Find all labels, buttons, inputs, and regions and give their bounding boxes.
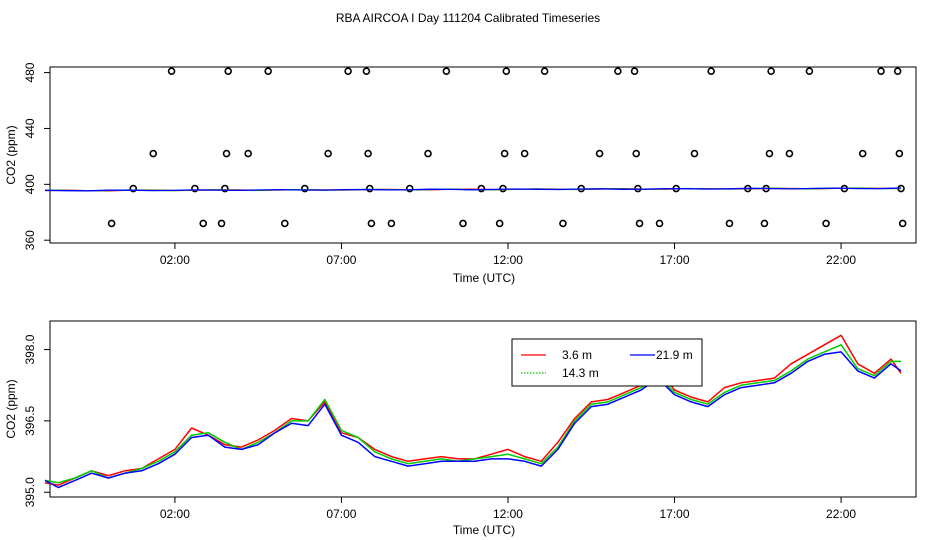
- top-scatter-point-49: [767, 67, 775, 75]
- top-x-tick-label-3: 17:00: [660, 253, 690, 267]
- top-scatter-point-35: [614, 67, 622, 75]
- bottom-x-tick-label-2: 12:00: [493, 507, 523, 521]
- top-scatter-point-11: [264, 67, 272, 75]
- legend: 3.6 m 21.9 m 14.3 m: [511, 338, 703, 387]
- legend-label-3-6m: 3.6 m: [562, 348, 592, 362]
- top-scatter-point-13: [301, 184, 309, 193]
- top-y-tick-label-0: 360: [23, 230, 37, 250]
- top-scatter-point-51: [805, 67, 814, 75]
- top-scatter-point-31: [540, 67, 549, 75]
- top-x-tick-label-1: 07:00: [326, 253, 356, 267]
- top-scatter-point-44: [725, 219, 734, 228]
- legend-label-21-9m: 21.9 m: [656, 348, 693, 362]
- bottom-y-tick-label-0: 395.0: [23, 477, 37, 507]
- top-scatter-points: [107, 67, 907, 228]
- top-scatter-point-36: [630, 67, 639, 75]
- top-scatter-point-9: [221, 184, 229, 193]
- bottom-x-axis-label: Time (UTC): [453, 523, 515, 537]
- top-scatter-point-10: [244, 149, 252, 158]
- top-scatter-point-5: [199, 219, 208, 228]
- bottom-plot-frame: [49, 320, 917, 498]
- top-scatter-point-0: [107, 219, 116, 228]
- top-scatter-point-21: [405, 184, 414, 193]
- top-x-tick-label-4: 22:00: [826, 253, 856, 267]
- bottom-y-axis-label: CO2 (ppm): [4, 379, 18, 438]
- top-scatter-point-16: [362, 67, 371, 75]
- top-scatter-point-48: [765, 149, 774, 158]
- top-scatter-point-27: [499, 184, 507, 193]
- top-plot-frame: [49, 66, 917, 244]
- top-scatter-point-15: [344, 67, 352, 75]
- top-scatter-point-42: [690, 149, 699, 158]
- top-scatter-point-2: [149, 149, 158, 158]
- top-panel-scatter: 02:00 07:00 12:00 17:00 22:00 360 400 440 480 T…: [4, 62, 917, 285]
- bottom-series-lines: [44, 334, 902, 489]
- top-scatter-point-56: [893, 67, 902, 75]
- top-scatter-point-8: [224, 67, 232, 75]
- top-scatter-point-32: [559, 219, 567, 228]
- top-scatter-point-30: [520, 149, 529, 158]
- bottom-x-tick-label-1: 07:00: [326, 507, 356, 521]
- top-scatter-point-20: [387, 219, 396, 228]
- bottom-x-tick-label-3: 17:00: [660, 507, 690, 521]
- bottom-series-line-3-6-m: [44, 334, 902, 486]
- top-y-axis-label: CO2 (ppm): [4, 125, 18, 184]
- bottom-panel-line: 02:00 07:00 12:00 17:00 22:00 395.0 396.5 398.…: [4, 320, 917, 537]
- top-scatter-point-50: [785, 149, 794, 158]
- top-scatter-point-6: [217, 219, 226, 228]
- top-y-axis: 360 400 440 480: [23, 62, 50, 250]
- legend-box: [511, 338, 703, 387]
- top-series-line-2: [44, 187, 902, 192]
- top-scatter-point-17: [364, 149, 372, 158]
- top-scatter-point-54: [858, 149, 867, 158]
- bottom-y-axis: 395.0 396.5 398.0: [23, 334, 50, 507]
- top-y-tick-label-1: 400: [23, 174, 37, 194]
- top-scatter-point-1: [129, 184, 138, 193]
- top-x-tick-label-2: 12:00: [493, 253, 523, 267]
- top-scatter-point-57: [895, 149, 904, 158]
- top-series-lines: [44, 187, 902, 192]
- top-x-axis: 02:00 07:00 12:00 17:00 22:00: [160, 243, 856, 267]
- top-scatter-point-14: [324, 149, 332, 158]
- top-scatter-point-34: [595, 149, 604, 158]
- top-scatter-point-55: [877, 67, 885, 75]
- bottom-x-tick-label-0: 02:00: [160, 507, 190, 521]
- top-x-tick-label-0: 02:00: [160, 253, 190, 267]
- top-scatter-point-43: [707, 67, 715, 75]
- bottom-series-line-21-9-m: [44, 351, 902, 489]
- top-scatter-point-24: [459, 219, 467, 228]
- legend-label-14-3m: 14.3 m: [562, 366, 599, 380]
- top-scatter-point-18: [365, 184, 374, 193]
- top-y-tick-label-2: 440: [23, 118, 37, 138]
- bottom-y-tick-label-1: 396.5: [23, 406, 37, 436]
- top-scatter-point-28: [500, 149, 509, 158]
- top-scatter-point-39: [635, 219, 644, 228]
- top-scatter-point-4: [191, 184, 199, 193]
- bottom-x-tick-label-4: 22:00: [826, 507, 856, 521]
- top-scatter-point-19: [367, 219, 376, 228]
- bottom-series-line-14-3-m: [44, 344, 901, 484]
- top-scatter-point-26: [495, 219, 504, 228]
- top-scatter-point-40: [655, 219, 664, 228]
- top-scatter-point-7: [222, 149, 231, 158]
- top-scatter-point-23: [442, 67, 451, 75]
- top-y-tick-label-3: 480: [23, 62, 37, 82]
- top-scatter-point-37: [632, 149, 641, 158]
- bottom-x-axis: 02:00 07:00 12:00 17:00 22:00: [160, 497, 856, 521]
- top-scatter-point-3: [167, 67, 176, 75]
- top-scatter-point-59: [898, 219, 907, 228]
- top-scatter-point-46: [760, 219, 769, 228]
- top-scatter-point-29: [502, 67, 511, 75]
- top-scatter-point-52: [822, 219, 830, 228]
- chart-title: RBA AIRCOA I Day 111204 Calibrated Times…: [336, 11, 600, 25]
- top-x-axis-label: Time (UTC): [453, 271, 515, 285]
- top-scatter-point-12: [281, 219, 289, 228]
- top-scatter-point-22: [424, 149, 432, 158]
- top-scatter-point-25: [477, 184, 486, 193]
- bottom-y-tick-label-2: 398.0: [23, 334, 37, 364]
